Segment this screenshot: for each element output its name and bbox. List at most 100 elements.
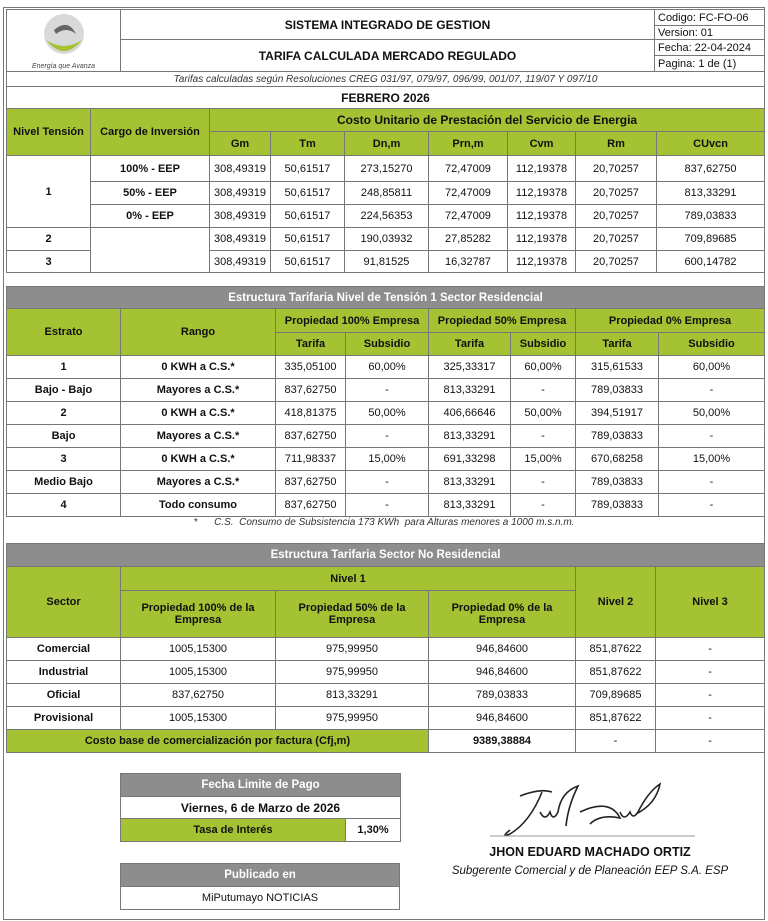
table-row: 4 Todo consumo 837,62750-813,33291-789,038…	[6, 493, 766, 517]
value-cell: -	[654, 660, 766, 684]
value-cell: 851,87622	[575, 660, 656, 684]
table-row: 2 308,49319 50,61517 190,03932 27,85282 112,1…	[6, 227, 766, 273]
value-cell: 27,85282	[428, 227, 508, 251]
value-cell: 60,00%	[345, 355, 429, 379]
header-tm: Tm	[270, 131, 345, 156]
fecha-limite-title: Fecha Limite de Pago	[119, 773, 402, 797]
value-cell: 789,03833	[575, 470, 659, 494]
header-rango: Rango	[120, 308, 276, 356]
costo-base-label: Costo base de comercialización por factu…	[6, 729, 429, 753]
header-prop-50: Propiedad 50% de la Empresa	[275, 590, 429, 638]
value-cell: 975,99950	[275, 637, 429, 661]
value-cell: 91,81525	[344, 250, 429, 273]
estrato-cell: Medio Bajo	[6, 470, 121, 494]
document-title: TARIFA CALCULADA MERCADO REGULADO	[120, 39, 655, 72]
value-cell: -	[510, 378, 576, 402]
table-row: 1 100% - EEP 308,49319 50,61517 273,15270 72,…	[6, 155, 766, 228]
value-cell: 418,81375	[275, 401, 346, 425]
value-cell: 813,33291	[275, 683, 429, 707]
signer-name: JHON EDUARD MACHADO ORTIZ	[489, 845, 691, 859]
tasa-interes-value: 1,30%	[344, 818, 402, 842]
value-cell: 50,61517	[270, 250, 345, 273]
table-row: Industrial 1005,15300 975,99950 946,84600 85…	[6, 660, 766, 684]
estrato-cell: 2	[6, 401, 121, 425]
codigo: Codigo: FC-FO-06	[654, 9, 765, 26]
value-cell: 851,87622	[575, 706, 656, 730]
cargo-cell: 50% - EEP	[90, 181, 210, 205]
pagina: Pagina: 1 de (1)	[654, 55, 765, 72]
value-cell: 308,49319	[209, 227, 271, 251]
header-estrato: Estrato	[6, 308, 121, 356]
value-cell: 15,00%	[657, 447, 766, 471]
rango-cell: Mayores a C.S.*	[120, 470, 276, 494]
value-cell: 20,70257	[575, 155, 657, 182]
header-nivel-2: Nivel 2	[575, 566, 656, 638]
value-cell: 670,68258	[575, 447, 659, 471]
value-cell: -	[654, 706, 766, 730]
nivel-cell: 3	[6, 250, 91, 273]
value-cell: 248,85811	[344, 181, 429, 205]
header-cvm: Cvm	[507, 131, 576, 156]
estrato-cell: 1	[6, 355, 121, 379]
sector-cell: Industrial	[6, 660, 121, 684]
value-cell: 709,89685	[655, 227, 766, 251]
rango-cell: Mayores a C.S.*	[120, 378, 276, 402]
costo-base-nivel3: -	[654, 729, 766, 753]
sector-cell: Comercial	[6, 637, 121, 661]
value-cell: 50,00%	[510, 401, 576, 425]
value-cell: 813,33291	[428, 493, 511, 517]
value-cell: 20,70257	[575, 227, 657, 251]
value-cell: -	[654, 637, 766, 661]
version: Version: 01	[654, 25, 765, 40]
value-cell: 273,15270	[344, 155, 429, 182]
value-cell: -	[657, 378, 766, 402]
table-row: Oficial 837,62750 813,33291 789,03833 709,89…	[6, 683, 766, 707]
table-row: Bajo - Bajo Mayores a C.S.* 837,62750-813,…	[6, 378, 766, 402]
value-cell: 975,99950	[275, 660, 429, 684]
costo-base-value: 9389,38884	[428, 729, 576, 753]
rango-cell: 0 KWH a C.S.*	[120, 355, 276, 379]
value-cell: 112,19378	[507, 181, 576, 205]
signature-image	[490, 782, 695, 837]
value-cell: 72,47009	[428, 155, 508, 182]
fecha-limite-date: Viernes, 6 de Marzo de 2026	[119, 796, 402, 819]
value-cell: 600,14782	[655, 250, 766, 273]
value-cell: 789,03833	[428, 683, 576, 707]
value-cell: 709,89685	[575, 683, 656, 707]
header-prop-0: Propiedad 0% de la Empresa	[428, 590, 576, 638]
header-rm: Rm	[575, 131, 657, 156]
value-cell: 851,87622	[575, 637, 656, 661]
table-row: Comercial 1005,15300 975,99950 946,84600 851…	[6, 637, 766, 661]
sector-cell: Oficial	[6, 683, 121, 707]
value-cell: 1005,15300	[120, 706, 276, 730]
header-subsidio: Subsidio	[510, 332, 576, 356]
estrato-cell: 4	[6, 493, 121, 517]
value-cell: 50,61517	[270, 227, 345, 251]
fecha: Fecha: 22-04-2024	[654, 39, 765, 56]
value-cell: 789,03833	[575, 493, 659, 517]
company-logo: Energía que Avanza	[6, 9, 121, 72]
logo-icon	[43, 13, 84, 54]
publicado-title: Publicado en	[120, 863, 400, 887]
value-cell: 60,00%	[657, 355, 766, 379]
residencial-table: Estructura Tarifaria Nivel de Tensión 1 …	[5, 286, 766, 517]
value-cell: 975,99950	[275, 706, 429, 730]
value-cell: 946,84600	[428, 660, 576, 684]
rango-cell: Todo consumo	[120, 493, 276, 517]
value-cell: 813,33291	[428, 424, 511, 448]
no-residencial-table: Estructura Tarifaria Sector No Residenci…	[5, 543, 766, 753]
header-tarifa: Tarifa	[275, 332, 346, 356]
value-cell: 308,49319	[209, 250, 271, 273]
resoluciones-note: Tarifas calculadas según Resoluciones CR…	[6, 71, 765, 87]
header-costo-unitario: Costo Unitario de Prestación del Servici…	[208, 108, 766, 132]
value-cell: 789,03833	[575, 424, 659, 448]
system-title: SISTEMA INTEGRADO DE GESTION	[120, 9, 655, 40]
value-cell: -	[510, 424, 576, 448]
header-prop-0: Propiedad 0% Empresa	[574, 308, 766, 333]
signer-role: Subgerente Comercial y de Planeación EEP…	[451, 865, 729, 877]
value-cell: -	[510, 470, 576, 494]
value-cell: 394,51917	[575, 401, 659, 425]
table-row: 3 308,49319 50,61517 91,81525 16,32787 112,19…	[6, 250, 766, 273]
